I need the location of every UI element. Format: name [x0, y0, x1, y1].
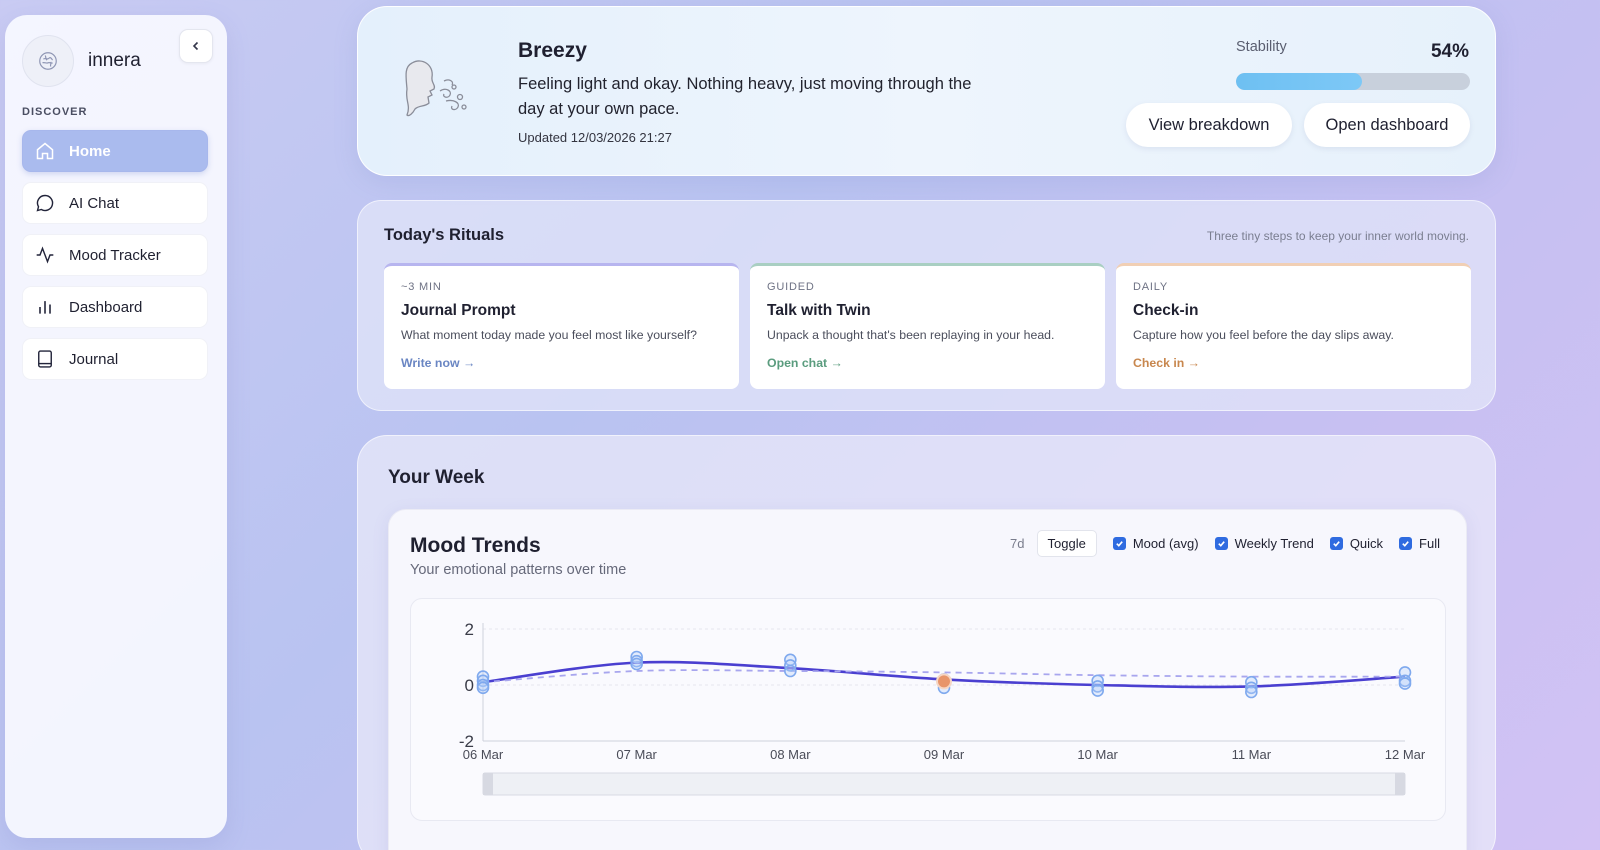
checkbox-checked-icon — [1214, 537, 1228, 550]
open-dashboard-button[interactable]: Open dashboard — [1304, 103, 1470, 147]
breeze-face-illustration — [398, 57, 478, 127]
ritual-card-talk-with-twin[interactable]: GUIDED Talk with Twin Unpack a thought t… — [750, 263, 1105, 389]
open-chat-link[interactable]: Open chat → — [767, 356, 843, 370]
checkbox-weekly-trend[interactable]: Weekly Trend — [1214, 536, 1314, 551]
y-tick-label: 2 — [465, 620, 474, 639]
y-tick-label: -2 — [459, 732, 474, 751]
ritual-description: Unpack a thought that's been replaying i… — [767, 328, 1055, 342]
write-now-link[interactable]: Write now → — [401, 356, 476, 370]
highlight-point — [936, 673, 952, 690]
x-tick-label: 06 Mar — [463, 747, 504, 762]
range-slider-handle-right — [1395, 773, 1405, 795]
ritual-tag: DAILY — [1133, 281, 1168, 293]
checkbox-checked-icon — [1112, 537, 1126, 550]
section-label-discover: DISCOVER — [22, 106, 88, 118]
todays-rituals-section: Today's Rituals Three tiny steps to keep… — [357, 200, 1496, 411]
checkbox-mood-avg[interactable]: Mood (avg) — [1112, 536, 1199, 551]
sidebar-nav: Home AI Chat Mood Tracker Dashboard Jour… — [22, 130, 208, 390]
ritual-name: Talk with Twin — [767, 302, 871, 319]
checkbox-checked-icon — [1399, 537, 1413, 550]
mood-chart-svg: 2 0 -206 Mar 07 Mar 08 Mar 09 Mar 10 Mar 11 Mar… — [459, 620, 1426, 796]
sidebar-item-label: Mood Tracker — [69, 246, 161, 264]
data-point — [1091, 680, 1104, 693]
x-tick-label: 07 Mar — [616, 747, 657, 762]
data-point — [476, 681, 490, 695]
mood-state-description: Feeling light and okay. Nothing heavy, j… — [518, 75, 972, 118]
x-tick-label: 09 Mar — [924, 747, 965, 762]
sidebar-item-home[interactable]: Home — [22, 130, 208, 172]
toggle-button[interactable]: Toggle — [1036, 530, 1097, 557]
view-breakdown-button[interactable]: View breakdown — [1126, 103, 1292, 147]
chevron-left-icon — [192, 41, 199, 51]
x-tick-label: 10 Mar — [1077, 747, 1118, 762]
series-line-weekly-trend — [482, 669, 1406, 684]
ritual-description: What moment today made you feel most lik… — [401, 328, 697, 342]
bar-chart-icon — [35, 297, 55, 317]
ritual-card-journal-prompt[interactable]: ~3 MIN Journal Prompt What moment today … — [384, 263, 739, 389]
sidebar-item-label: AI Chat — [69, 194, 120, 212]
data-point — [1245, 685, 1258, 699]
chat-bubble-icon — [35, 193, 55, 213]
ritual-description: Capture how you feel before the day slip… — [1133, 328, 1394, 342]
sidebar-item-dashboard[interactable]: Dashboard — [22, 286, 208, 328]
sidebar-item-ai-chat[interactable]: AI Chat — [22, 182, 208, 224]
data-point — [630, 657, 643, 671]
range-label[interactable]: 7d — [1010, 536, 1025, 551]
x-tick-label: 08 Mar — [770, 747, 811, 762]
sidebar-item-label: Journal — [69, 350, 119, 368]
range-slider-handle-left — [483, 773, 493, 795]
rituals-title: Today's Rituals — [384, 226, 505, 244]
mood-trends-title: Mood Trends — [410, 534, 541, 557]
data-point — [1245, 681, 1258, 695]
checkbox-quick[interactable]: Quick — [1329, 536, 1384, 551]
stability-value: 54% — [1430, 41, 1469, 62]
check-in-link[interactable]: Check in → — [1133, 356, 1200, 370]
home-icon — [35, 141, 55, 161]
collapse-sidebar-button[interactable] — [179, 29, 213, 63]
checkbox-label: Mood (avg) — [1132, 536, 1199, 551]
mood-trends-subtitle: Your emotional patterns over time — [410, 562, 627, 578]
checkbox-label: Quick — [1349, 536, 1384, 551]
checkbox-full[interactable]: Full — [1399, 536, 1440, 551]
sidebar: innera DISCOVER Home AI Chat Mood Tracke… — [5, 15, 227, 838]
your-week-title: Your Week — [388, 467, 485, 488]
chart-controls: 7d Toggle Mood (avg) Weekly Trend Quick … — [1010, 530, 1446, 557]
your-week-section: Your Week Mood Trends Your emotional pat… — [357, 435, 1496, 850]
checkbox-checked-icon — [1329, 537, 1343, 550]
x-tick-label: 12 Mar — [1385, 747, 1426, 762]
activity-icon — [35, 245, 55, 265]
x-tick-label: 11 Mar — [1232, 747, 1272, 762]
sidebar-item-mood-tracker[interactable]: Mood Tracker — [22, 234, 208, 276]
ritual-tag: ~3 MIN — [401, 281, 442, 293]
brand[interactable]: innera — [22, 35, 141, 87]
sidebar-item-label: Home — [69, 142, 111, 160]
sidebar-item-journal[interactable]: Journal — [22, 338, 208, 380]
stability-label: Stability — [1236, 39, 1287, 55]
mood-trends-card: Mood Trends Your emotional patterns over… — [388, 509, 1467, 850]
book-icon — [35, 349, 55, 369]
stability-progress-bar — [1236, 73, 1470, 90]
mood-chart: 2 0 -2 06 Mar 07 Mar 08 Mar 09 Mar 10 Mar 11 Mar… — [410, 598, 1446, 821]
data-point — [1091, 684, 1104, 697]
y-tick-label: 0 — [465, 676, 474, 695]
ritual-name: Journal Prompt — [401, 302, 516, 319]
sidebar-item-label: Dashboard — [69, 298, 143, 316]
ritual-tag: GUIDED — [767, 281, 815, 293]
stability-progress-fill — [1236, 73, 1363, 90]
mood-state-title: Breezy — [518, 39, 587, 62]
checkbox-label: Weekly Trend — [1234, 536, 1314, 551]
updated-timestamp: Updated 12/03/2026 21:27 — [518, 130, 672, 145]
brain-icon — [22, 35, 74, 87]
app-name: innera — [88, 50, 141, 71]
range-slider-track — [482, 772, 1406, 796]
ritual-name: Check-in — [1133, 302, 1199, 319]
rituals-subtitle: Three tiny steps to keep your inner worl… — [1206, 229, 1469, 243]
data-point — [784, 664, 797, 678]
checkbox-label: Full — [1419, 536, 1440, 551]
data-point — [1398, 677, 1412, 690]
mood-status-card: Breezy Feeling light and okay. Nothing h… — [357, 6, 1496, 176]
ritual-card-check-in[interactable]: DAILY Check-in Capture how you feel befo… — [1116, 263, 1471, 389]
